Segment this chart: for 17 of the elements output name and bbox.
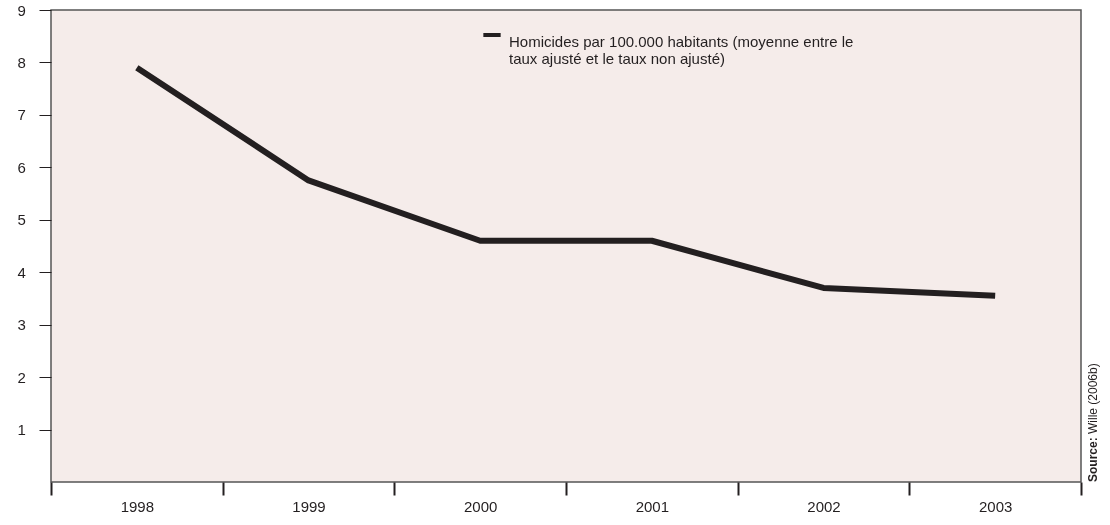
y-tick-label: 8 [17,53,26,71]
y-tick-label: 6 [17,158,26,176]
x-tick-label: 2002 [807,497,841,515]
y-tick-label: 2 [17,368,26,386]
y-tick-label: 4 [17,263,26,281]
x-tick-label: 1998 [120,497,155,515]
y-tick-label: 9 [17,1,26,19]
x-tick-label: 2000 [463,497,498,515]
y-tick-label: 5 [17,211,26,229]
y-tick-label: 7 [17,106,26,124]
y-tick-label: 3 [17,316,26,334]
source-note: Source: Wille (2006b) [1086,363,1100,482]
x-tick-label: 2001 [635,497,670,515]
x-tick-label: 2003 [978,497,1013,515]
legend-label: Homicides par 100.000 habitants (moyenne entre le taux ajusté et le taux non ajusté) [509,33,854,67]
y-tick-label: 1 [17,421,26,439]
x-tick-label: 1999 [292,497,326,515]
